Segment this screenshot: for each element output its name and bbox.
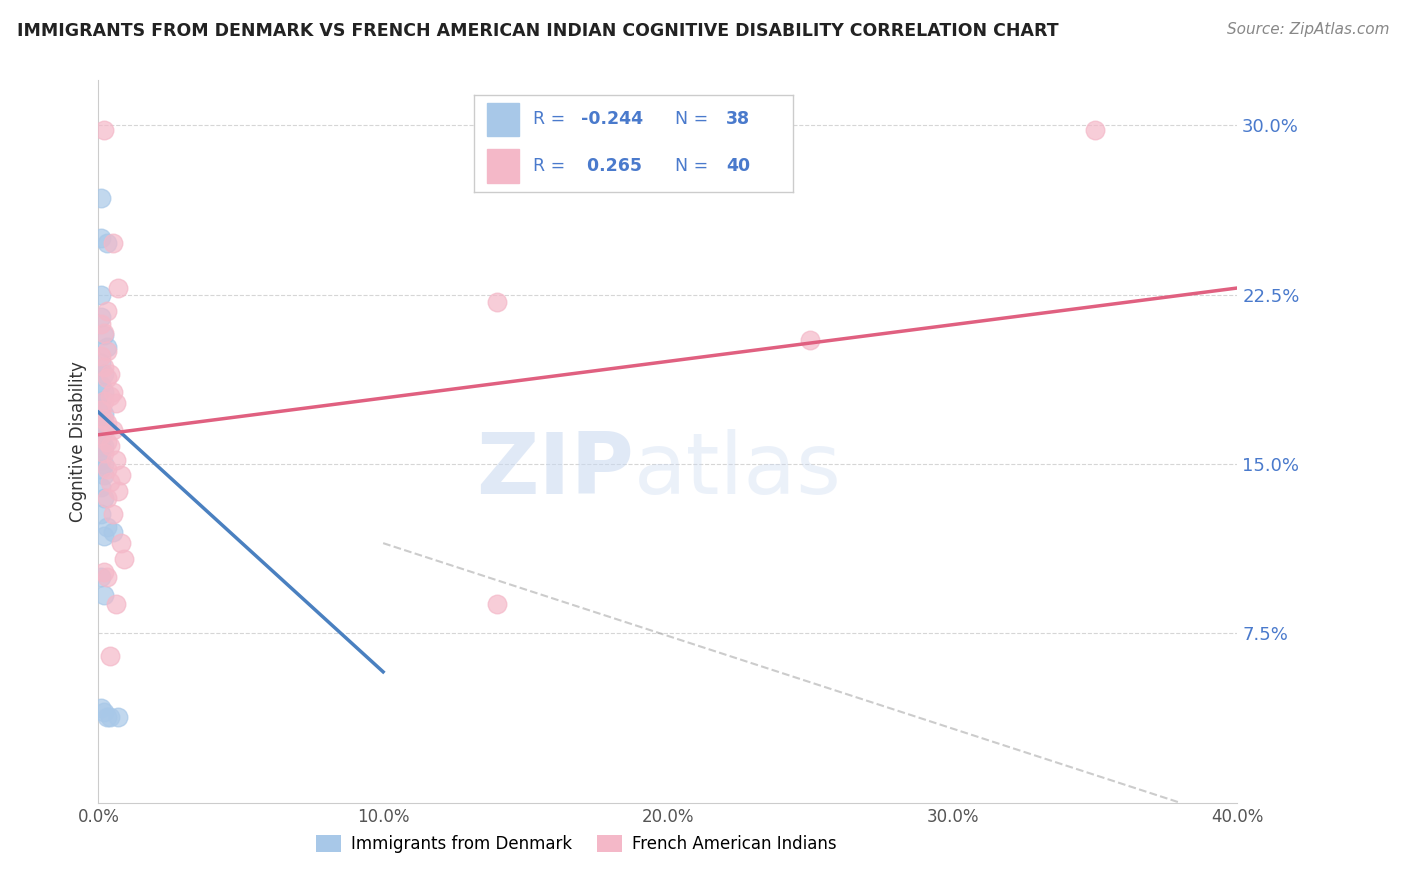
Point [93,491,115,505]
Point [90,378,112,392]
Point [110,536,132,550]
Point [98,389,121,403]
Point [93,123,115,137]
Point [90,317,112,331]
Point [104,597,127,611]
Point [96,371,118,385]
Point [96,570,118,584]
Point [90,355,112,369]
Point [96,434,118,449]
Point [96,417,118,431]
Point [98,367,121,381]
Point [96,461,118,475]
Point [93,384,115,399]
Point [90,434,112,449]
Point [107,710,129,724]
Point [101,524,124,539]
Point [93,367,115,381]
Point [93,588,115,602]
Point [104,452,127,467]
Point [107,484,129,499]
Point [799,333,821,347]
Point [90,452,112,467]
Point [101,235,124,250]
Point [90,427,112,442]
Point [90,417,112,431]
Point [93,439,115,453]
Point [98,710,121,724]
Legend: Immigrants from Denmark, French American Indians: Immigrants from Denmark, French American… [309,828,844,860]
Point [93,706,115,720]
Point [93,328,115,343]
Point [90,507,112,521]
Point [486,294,509,309]
Point [90,191,112,205]
Point [93,326,115,340]
Point [101,384,124,399]
Point [110,468,132,483]
Point [101,507,124,521]
Point [486,597,509,611]
Point [90,287,112,301]
Point [90,701,112,715]
Point [93,468,115,483]
Point [90,231,112,245]
Y-axis label: Cognitive Disability: Cognitive Disability [69,361,87,522]
Point [98,439,121,453]
Point [96,344,118,359]
Point [90,480,112,494]
Point [96,520,118,534]
Point [93,359,115,374]
Point [93,457,115,471]
Point [90,427,112,442]
Point [1084,123,1107,137]
Point [90,570,112,584]
Point [101,423,124,437]
Text: atlas: atlas [634,429,842,512]
Point [93,446,115,460]
Point [107,281,129,295]
Point [93,566,115,580]
Point [90,461,112,475]
Point [104,396,127,410]
Text: ZIP: ZIP [477,429,634,512]
Point [93,423,115,437]
Point [96,303,118,318]
Point [90,412,112,426]
Text: Source: ZipAtlas.com: Source: ZipAtlas.com [1226,22,1389,37]
Point [98,475,121,490]
Point [90,310,112,325]
Point [96,710,118,724]
Point [93,412,115,426]
Point [90,349,112,363]
Point [90,403,112,417]
Point [96,340,118,354]
Point [90,446,112,460]
Point [112,552,135,566]
Point [90,401,112,415]
Point [96,235,118,250]
Point [98,648,121,663]
Point [90,393,112,408]
Text: IMMIGRANTS FROM DENMARK VS FRENCH AMERICAN INDIAN COGNITIVE DISABILITY CORRELATI: IMMIGRANTS FROM DENMARK VS FRENCH AMERIC… [17,22,1059,40]
Point [93,408,115,422]
Point [93,529,115,543]
Point [93,393,115,408]
Point [96,491,118,505]
